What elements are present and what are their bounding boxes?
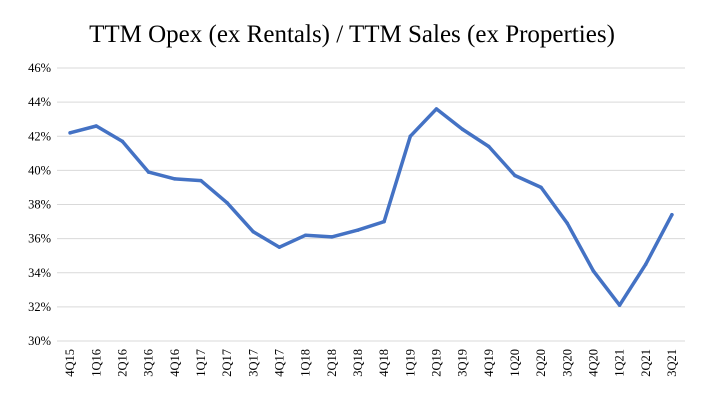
x-tick-label: 2Q17 xyxy=(220,349,234,377)
y-tick-label: 44% xyxy=(28,95,51,109)
x-tick-label: 3Q19 xyxy=(456,349,470,377)
data-point xyxy=(382,219,386,224)
x-tick-label: 1Q18 xyxy=(299,349,313,377)
x-tick-label: 3Q16 xyxy=(142,349,156,377)
data-point xyxy=(644,262,648,266)
data-point xyxy=(225,201,229,205)
y-tick-label: 38% xyxy=(28,198,51,212)
series-line xyxy=(68,107,674,307)
gridlines xyxy=(57,67,685,342)
x-tick-label: 1Q20 xyxy=(508,349,522,377)
data-point xyxy=(173,177,177,181)
data-point xyxy=(330,235,334,239)
x-tick-label: 3Q18 xyxy=(351,349,365,377)
data-point xyxy=(408,134,412,138)
data-point xyxy=(434,107,439,111)
data-point xyxy=(68,131,72,135)
x-tick-label: 4Q20 xyxy=(586,349,600,377)
data-point xyxy=(277,245,282,249)
x-tick-label: 1Q21 xyxy=(613,349,627,377)
x-tick-label: 1Q17 xyxy=(194,349,208,377)
data-point xyxy=(94,124,98,128)
x-tick-label: 4Q17 xyxy=(272,349,286,377)
x-tick-label: 1Q16 xyxy=(89,349,103,377)
x-tick-label: 4Q16 xyxy=(168,349,182,377)
y-tick-label: 32% xyxy=(28,300,51,314)
data-point xyxy=(591,269,596,273)
data-point xyxy=(120,139,125,144)
data-point xyxy=(565,221,569,226)
data-point xyxy=(251,230,255,234)
y-tick-label: 36% xyxy=(28,232,51,246)
y-tick-label: 46% xyxy=(28,61,51,75)
x-tick-label: 1Q19 xyxy=(403,349,417,377)
x-tick-label: 3Q17 xyxy=(246,349,260,377)
data-point xyxy=(356,228,360,232)
data-point xyxy=(303,233,308,237)
x-tick-label: 2Q18 xyxy=(325,349,339,377)
x-tick-label: 4Q18 xyxy=(377,349,391,377)
y-axis-tick-labels: 30% 32% 34% 36% 38% 40% 42% 44% 46% xyxy=(28,61,51,348)
x-tick-label: 2Q21 xyxy=(639,349,653,377)
data-point xyxy=(513,173,517,178)
x-tick-label: 2Q20 xyxy=(534,349,548,377)
series-layer xyxy=(68,107,674,307)
data-point xyxy=(539,185,543,190)
chart-title: TTM Opex (ex Rentals) / TTM Sales (ex Pr… xyxy=(89,21,615,48)
data-point xyxy=(487,144,491,149)
x-tick-label: 3Q21 xyxy=(665,349,679,377)
x-tick-label: 3Q20 xyxy=(560,349,574,377)
data-point xyxy=(670,212,674,217)
y-tick-label: 42% xyxy=(28,129,51,143)
x-tick-label: 2Q16 xyxy=(115,349,129,377)
y-tick-label: 34% xyxy=(28,266,51,280)
data-point xyxy=(617,303,622,307)
x-tick-label: 4Q19 xyxy=(482,349,496,377)
y-tick-label: 30% xyxy=(28,334,51,348)
y-tick-label: 40% xyxy=(28,163,51,177)
data-point xyxy=(146,170,151,174)
data-point xyxy=(460,127,465,132)
x-tick-label: 2Q19 xyxy=(429,349,443,377)
x-axis-tick-labels: 4Q15 1Q16 2Q16 3Q16 4Q16 1Q17 2Q17 3Q17 4Q17 1Q18… xyxy=(63,349,679,377)
x-tick-label: 4Q15 xyxy=(63,349,77,377)
data-point xyxy=(199,178,203,183)
